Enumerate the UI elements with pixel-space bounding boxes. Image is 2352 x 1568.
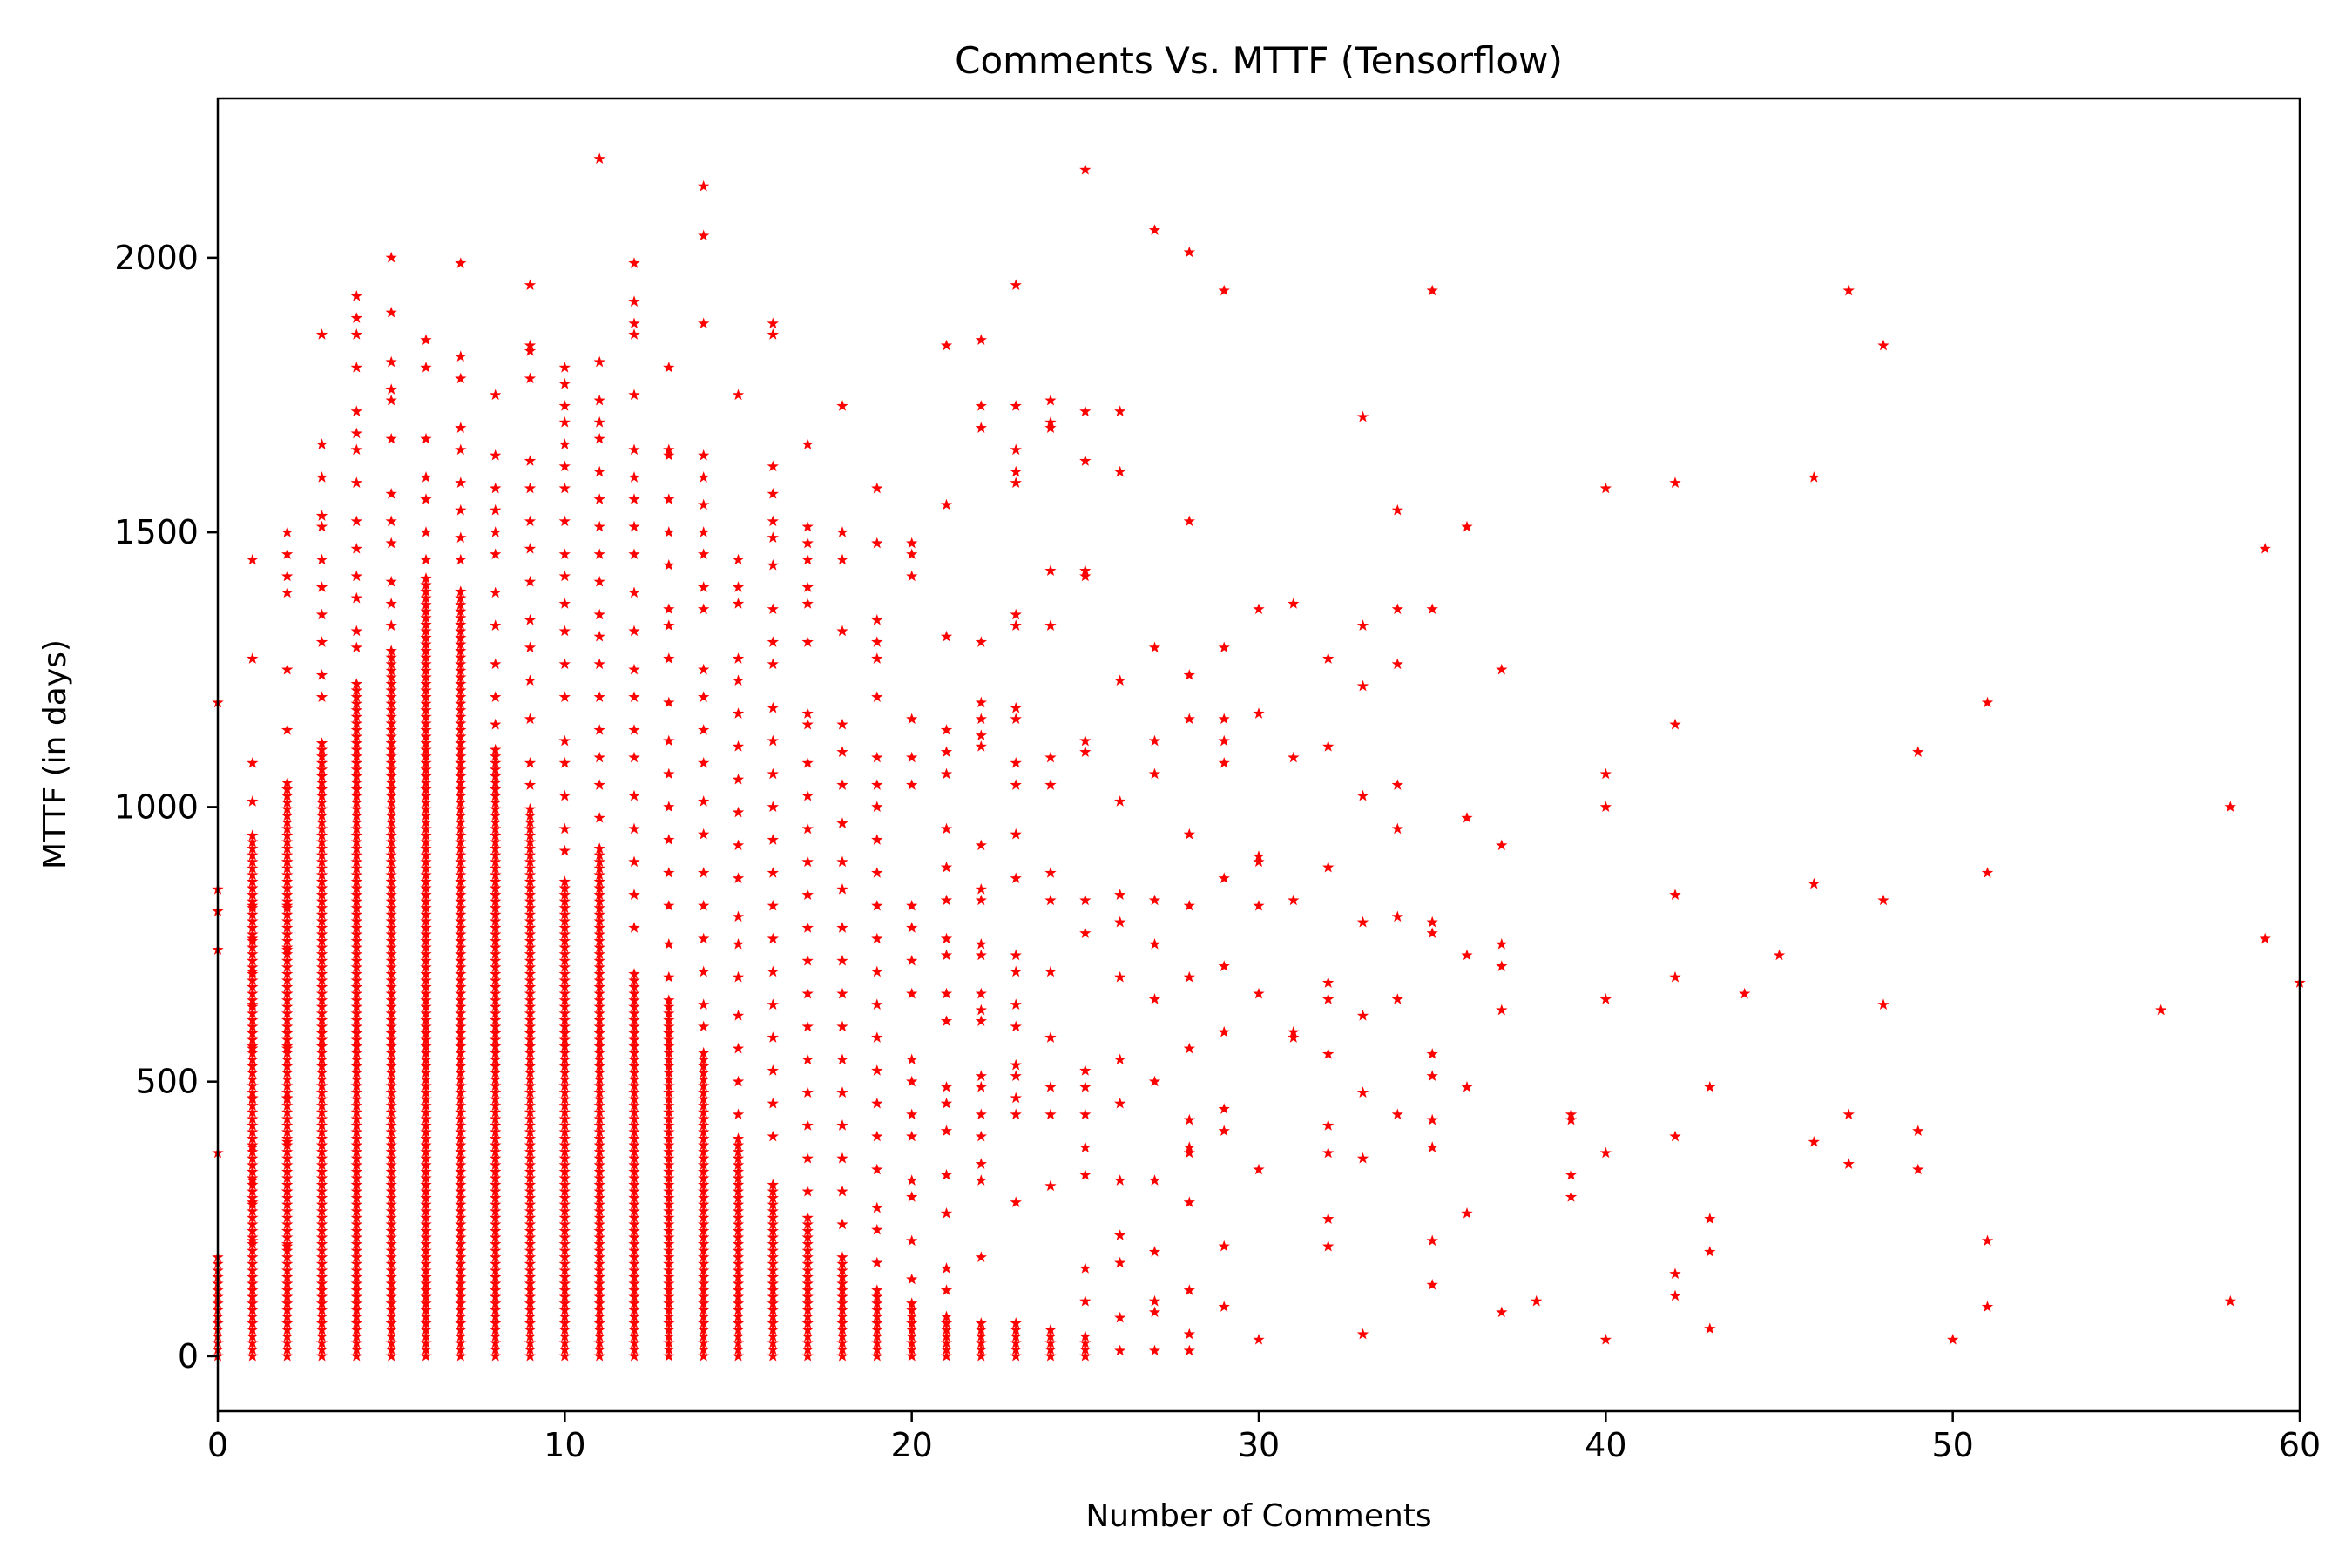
y-tick-label: 0 [178, 1337, 199, 1375]
x-tick-label: 10 [544, 1426, 585, 1464]
x-tick-label: 20 [890, 1426, 932, 1464]
y-axis-label: MTTF (in days) [37, 639, 73, 869]
x-tick-label: 40 [1585, 1426, 1626, 1464]
y-tick-label: 500 [135, 1063, 199, 1101]
y-tick-label: 1000 [114, 787, 199, 826]
axis-ticks: 0 10 20 30 40 50 60 0 500 1000 1500 2000 [114, 239, 2321, 1464]
x-tick-label: 60 [2279, 1426, 2321, 1464]
x-axis-label: Number of Comments [1085, 1498, 1431, 1534]
x-tick-label: 50 [1931, 1426, 1973, 1464]
x-tick-label: 30 [1238, 1426, 1280, 1464]
plot-frame [216, 97, 2301, 1413]
y-tick-label: 1500 [114, 513, 199, 551]
y-tick-label: 2000 [114, 239, 199, 277]
chart-title: Comments Vs. MTTF (Tensorflow) [955, 39, 1563, 82]
x-tick-label: 0 [207, 1426, 228, 1464]
